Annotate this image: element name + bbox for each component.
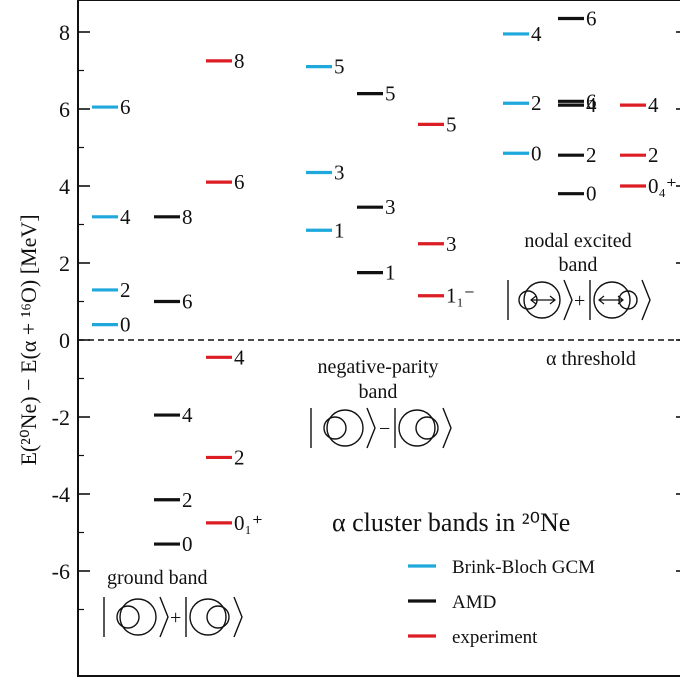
level-label: 6 <box>586 89 597 113</box>
level-label: 1₁⁻ <box>446 284 475 308</box>
level-label: 4 <box>120 205 131 229</box>
y-tick-label: -2 <box>52 405 70 430</box>
ground-band-diagram: + <box>103 596 243 638</box>
negative-parity-band-label-line2: band <box>359 381 398 403</box>
nodal-band-diagram: + <box>507 279 651 321</box>
nodal-band-label-line1: nodal excited <box>524 230 631 252</box>
level-label: 3 <box>334 161 345 185</box>
legend-label: AMD <box>452 592 496 613</box>
legend-label: experiment <box>452 627 538 648</box>
level-label: 1 <box>385 261 396 285</box>
y-tick-label: 6 <box>59 97 70 122</box>
y-tick-label: 0 <box>59 328 70 353</box>
level-label: 6 <box>120 95 131 119</box>
level-label: 2 <box>182 488 193 512</box>
level-label: 8 <box>234 49 245 73</box>
chart-title: α cluster bands in ²⁰Ne <box>332 508 570 537</box>
y-tick-label: 8 <box>59 20 70 45</box>
level-label: 0 <box>120 313 131 337</box>
level-label: 4 <box>586 93 597 117</box>
level-label: 6 <box>182 290 193 314</box>
legend: Brink-Bloch GCM AMD experiment <box>408 557 595 648</box>
level-label: 3 <box>385 195 396 219</box>
svg-text:−: − <box>379 418 390 440</box>
nodal-band-label-line2: band <box>559 254 598 276</box>
svg-text:+: + <box>170 607 181 629</box>
negative-parity-band-label-line1: negative-parity <box>317 356 438 378</box>
level-label: 0 <box>531 141 542 165</box>
level-label: 5 <box>385 82 396 106</box>
level-label: 5 <box>446 112 457 136</box>
level-label: 0₄⁺ <box>648 174 677 198</box>
level-label: 3 <box>446 232 457 256</box>
y-tick-label: 4 <box>59 174 70 199</box>
level-label: 6 <box>234 170 245 194</box>
level-label: 2 <box>531 91 542 115</box>
negative-parity-band-diagram: − <box>310 407 452 449</box>
level-label: 0₁⁺ <box>234 511 263 535</box>
level-label: 1 <box>334 218 345 242</box>
level-label: 5 <box>334 55 345 79</box>
level-label: 4 <box>234 345 245 369</box>
ground-band-label: ground band <box>107 567 208 589</box>
level-label: 2 <box>120 278 131 302</box>
level-label: 4 <box>182 403 193 427</box>
level-label: 4 <box>531 22 542 46</box>
y-tick-label: -4 <box>52 482 70 507</box>
level-label: 0 <box>182 532 193 556</box>
legend-label: Brink-Bloch GCM <box>452 557 595 578</box>
level-label: 2 <box>234 445 245 469</box>
level-label: 4 <box>648 93 659 117</box>
level-label: 6 <box>586 7 597 31</box>
level-label: 2 <box>586 143 597 167</box>
y-axis-label: E(²⁰Ne) − E(α + ¹⁶O) [MeV] <box>16 214 41 465</box>
y-tick-label: -6 <box>52 559 70 584</box>
level-label: 2 <box>648 143 659 167</box>
alpha-threshold-label: α threshold <box>546 348 636 370</box>
svg-text:+: + <box>574 290 585 312</box>
plot-frame <box>77 0 680 677</box>
level-label: 0 <box>586 182 597 206</box>
level-label: 8 <box>182 205 193 229</box>
y-tick-label: 2 <box>59 251 70 276</box>
